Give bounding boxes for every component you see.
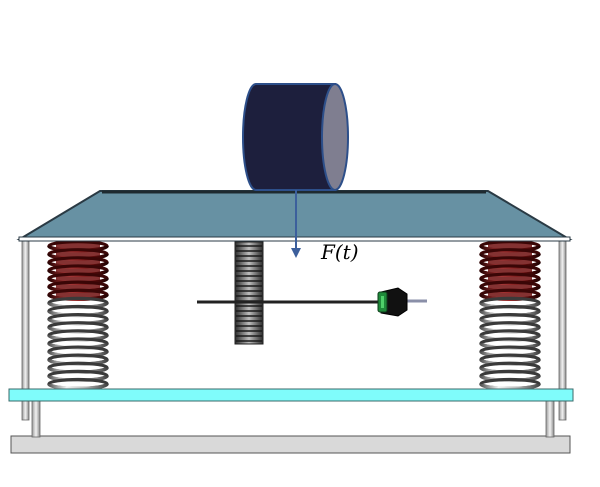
spring-coil-front bbox=[47, 383, 109, 391]
spring-coil-front bbox=[479, 383, 541, 391]
left-base-leg bbox=[31, 398, 41, 438]
gear-rack-icon bbox=[234, 241, 264, 345]
right-base-leg bbox=[545, 398, 555, 438]
left-spring bbox=[47, 239, 109, 391]
ground-slab bbox=[10, 435, 571, 454]
platform-front-edge bbox=[18, 236, 571, 242]
base-plate bbox=[8, 388, 574, 402]
right-spring bbox=[479, 239, 541, 391]
force-arrow bbox=[291, 190, 301, 258]
sensor-probe-icon bbox=[377, 287, 408, 317]
platform-top bbox=[16, 190, 573, 240]
cylinder-mass-icon bbox=[242, 83, 349, 191]
force-label: F(t) bbox=[320, 240, 359, 264]
